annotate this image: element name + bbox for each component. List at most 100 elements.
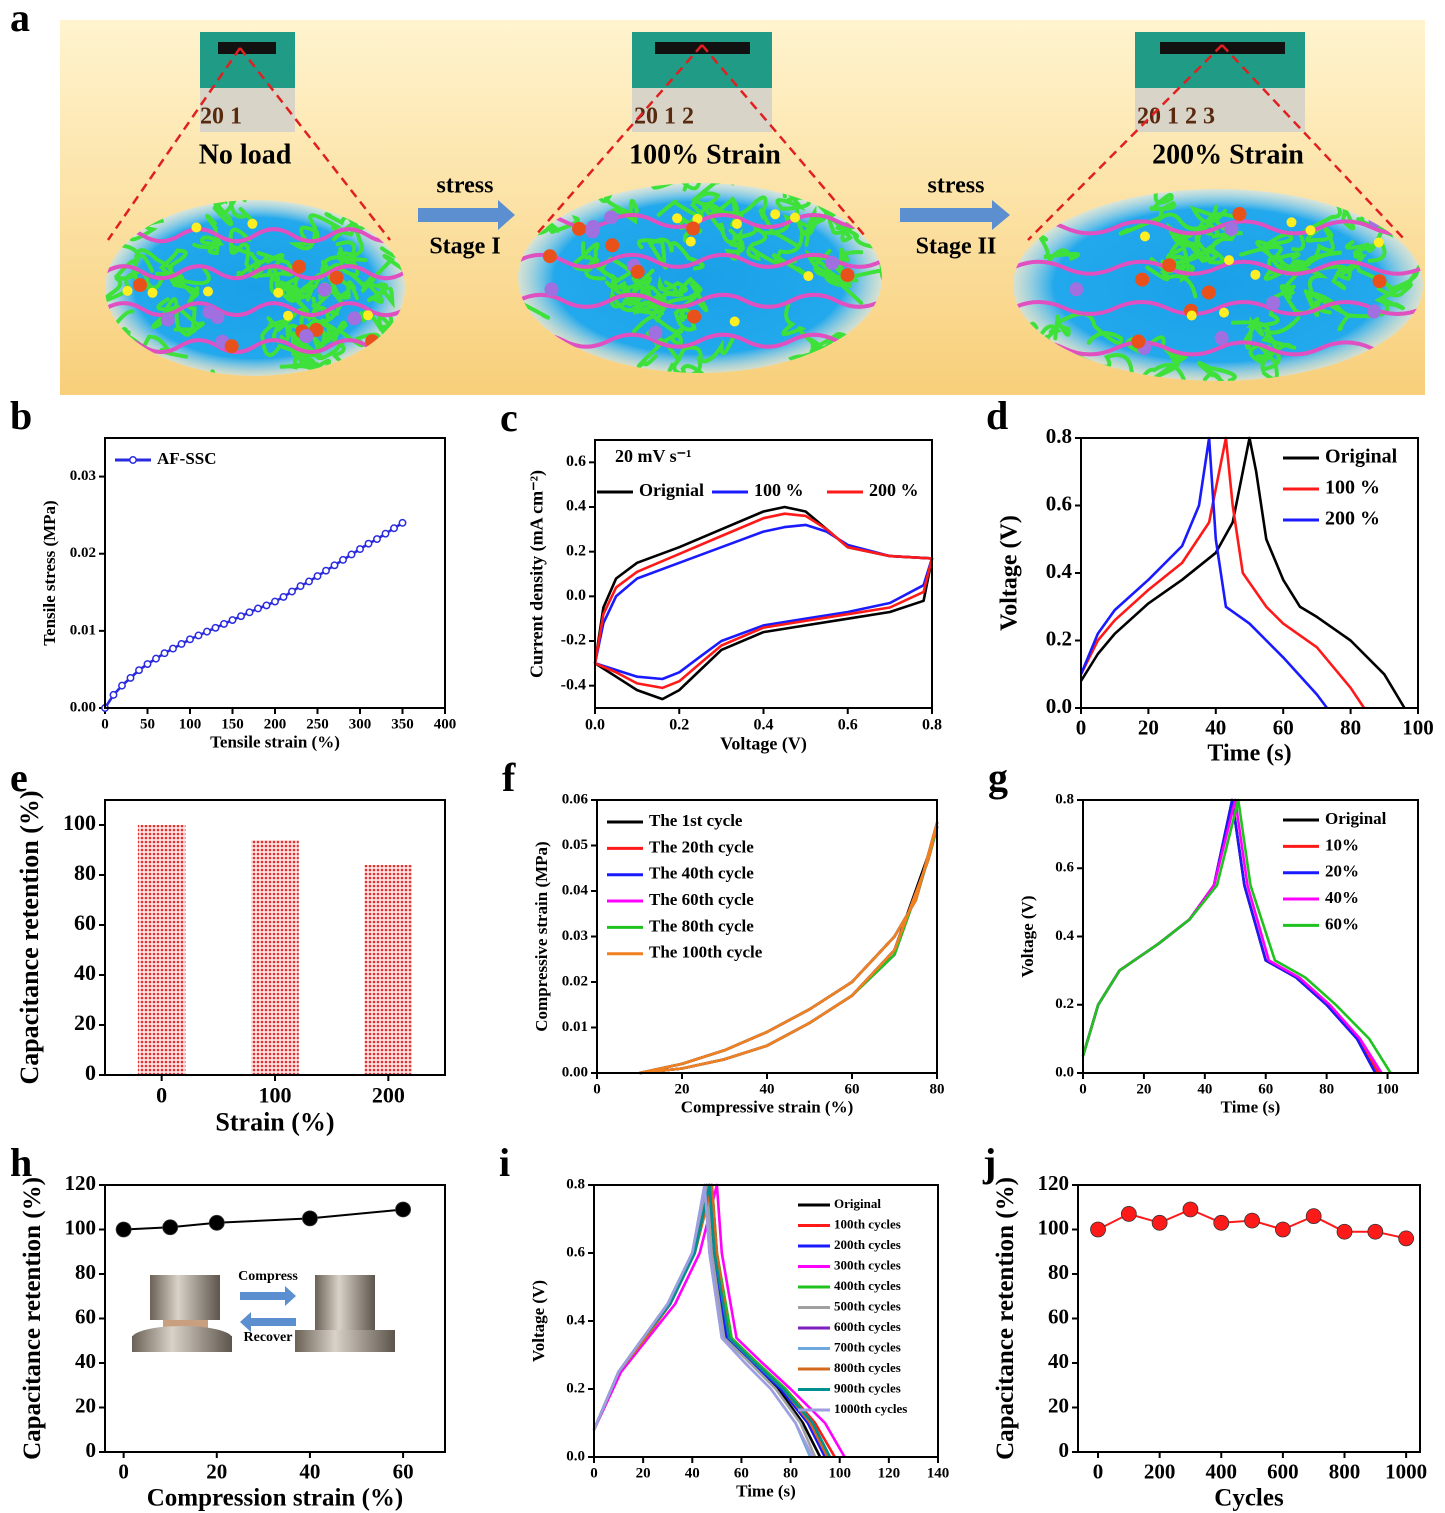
x-tick-label: 100 bbox=[179, 717, 202, 733]
green-chain bbox=[732, 224, 808, 276]
legend-label: 800th cycles bbox=[834, 1360, 901, 1375]
data-point bbox=[381, 529, 390, 538]
x-tick-label: 80 bbox=[1340, 716, 1361, 740]
x-tick-label: 200 bbox=[264, 717, 287, 733]
particle bbox=[317, 282, 332, 297]
green-chain bbox=[1190, 230, 1237, 265]
legend-marker bbox=[129, 456, 137, 464]
y-tick-label: 0.2 bbox=[566, 542, 586, 559]
y-tick-label: 0.01 bbox=[562, 1019, 588, 1035]
y-tick-label: 80 bbox=[74, 860, 96, 885]
particle bbox=[770, 209, 781, 220]
panel-label: c bbox=[500, 395, 518, 440]
legend-label: 40% bbox=[1325, 888, 1359, 907]
data-point bbox=[152, 654, 160, 663]
green-chain bbox=[266, 265, 312, 301]
particle bbox=[604, 210, 619, 225]
inset-photo bbox=[132, 1275, 395, 1352]
green-chain bbox=[632, 314, 684, 369]
green-chain bbox=[1267, 223, 1335, 275]
green-chain bbox=[636, 237, 705, 271]
data-point bbox=[1398, 1230, 1415, 1247]
arrow-label: stress bbox=[437, 173, 494, 199]
x-tick-label: 80 bbox=[930, 1082, 945, 1098]
data-point bbox=[1244, 1212, 1260, 1229]
legend-label: 60% bbox=[1325, 914, 1359, 933]
pink-chain bbox=[518, 252, 882, 269]
data-point bbox=[1336, 1223, 1353, 1240]
y-axis-label: Voltage (V) bbox=[996, 515, 1022, 631]
legend-label: 100th cycles bbox=[834, 1216, 901, 1231]
green-chain bbox=[275, 272, 322, 303]
arrow-label: stress bbox=[928, 173, 985, 199]
x-tick-label: 150 bbox=[221, 717, 244, 733]
y-tick-label: 0.2 bbox=[1046, 626, 1072, 650]
particle bbox=[544, 282, 559, 297]
x-tick-label: 40 bbox=[685, 1466, 700, 1482]
particle bbox=[309, 322, 324, 337]
y-tick-label: 0.0 bbox=[1046, 694, 1072, 718]
particle bbox=[363, 310, 373, 321]
data-point bbox=[347, 550, 356, 559]
particle bbox=[692, 213, 703, 224]
x-tick-label: 20 bbox=[636, 1466, 651, 1482]
y-tick-label: 0.4 bbox=[1046, 559, 1073, 583]
sample bbox=[655, 42, 750, 54]
pink-chain bbox=[518, 332, 882, 349]
particle bbox=[1201, 285, 1216, 300]
y-tick-label: 0.8 bbox=[1046, 424, 1072, 448]
bar bbox=[137, 825, 186, 1075]
series-line bbox=[1079, 436, 1406, 709]
ruler bbox=[1135, 88, 1305, 132]
green-chain bbox=[762, 205, 817, 265]
x-tick-label: 100 bbox=[259, 1083, 292, 1108]
legend-label: The 100th cycle bbox=[649, 943, 763, 962]
particle bbox=[1232, 207, 1247, 221]
particle bbox=[1266, 296, 1281, 310]
x-tick-label: 0 bbox=[118, 1460, 129, 1484]
data-point bbox=[177, 640, 186, 648]
legend-label: The 80th cycle bbox=[649, 916, 754, 935]
green-chain bbox=[168, 273, 200, 337]
x-tick-label: 40 bbox=[1197, 1082, 1212, 1098]
particle bbox=[542, 249, 557, 264]
plot-frame bbox=[1077, 1184, 1421, 1453]
y-tick-label: 20 bbox=[75, 1393, 96, 1417]
x-tick-label: 0.6 bbox=[838, 717, 858, 734]
x-tick-label: 600 bbox=[1267, 1460, 1299, 1484]
pink-chain bbox=[1013, 219, 1423, 236]
legend-label: 200th cycles bbox=[834, 1237, 901, 1252]
y-tick-label: 20 bbox=[1048, 1393, 1069, 1417]
y-tick-label: 0.4 bbox=[566, 1312, 585, 1328]
y-tick-label: 0.0 bbox=[566, 587, 586, 604]
data-point bbox=[296, 582, 305, 591]
x-tick-label: 400 bbox=[434, 717, 457, 733]
x-tick-label: 0 bbox=[593, 1082, 601, 1098]
y-tick-label: 0.05 bbox=[562, 837, 588, 853]
particle bbox=[283, 310, 294, 321]
particle bbox=[825, 255, 840, 270]
plot-frame bbox=[104, 1184, 446, 1453]
y-tick-label: 0.03 bbox=[562, 928, 588, 944]
particle bbox=[1140, 231, 1150, 242]
green-chain bbox=[1197, 361, 1249, 381]
y-tick-label: 100 bbox=[63, 810, 96, 835]
data-point bbox=[126, 673, 135, 682]
x-axis-label: Time (s) bbox=[736, 1482, 796, 1501]
y-axis-label: Capacitance retention (%) bbox=[992, 1177, 1019, 1460]
y-tick-label: 0.6 bbox=[1046, 491, 1072, 515]
particle bbox=[1131, 334, 1146, 349]
particle bbox=[630, 264, 645, 279]
inset-arrow bbox=[240, 1312, 296, 1332]
x-tick-label: 800 bbox=[1329, 1460, 1361, 1484]
y-axis-label: Capacitance retention (%) bbox=[15, 790, 44, 1084]
y-tick-label: 100 bbox=[1038, 1215, 1070, 1239]
y-tick-label: -0.4 bbox=[561, 676, 586, 693]
y-tick-label: 0.2 bbox=[1055, 996, 1074, 1012]
y-tick-label: 0.00 bbox=[70, 699, 96, 715]
particle bbox=[672, 213, 683, 224]
particle bbox=[1162, 258, 1177, 273]
legend-label: Original bbox=[834, 1196, 881, 1211]
x-tick-label: 60 bbox=[845, 1082, 860, 1098]
series-line bbox=[1079, 436, 1366, 709]
